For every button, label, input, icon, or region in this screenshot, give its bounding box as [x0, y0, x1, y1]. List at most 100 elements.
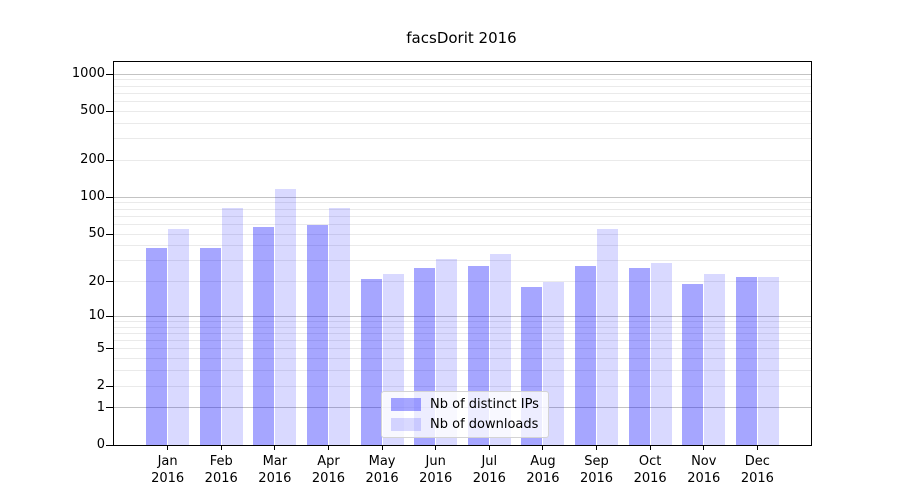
x-tick-mark [756, 445, 758, 450]
y-tick-label: 200 [80, 152, 105, 168]
minor-gridline [114, 223, 811, 225]
bar-nb-of-downloads-oct [650, 262, 672, 445]
x-tick-year: 2016 [258, 471, 292, 486]
x-tick-month: Aug [530, 454, 556, 469]
minor-gridline [114, 326, 811, 328]
bar-nb-of-downloads-feb [221, 207, 243, 445]
y-tick-label: 5 [96, 340, 105, 356]
x-tick-label: Apr 2016 [296, 453, 360, 487]
bar-nb-of-downloads-apr [328, 207, 350, 445]
bar-nb-of-distinct-ips-jan [146, 248, 168, 445]
legend-label: Nb of distinct IPs [430, 397, 539, 412]
bar-nb-of-distinct-ips-oct [628, 268, 650, 445]
legend-item: Nb of distinct IPs [391, 397, 539, 412]
bar-nb-of-downloads-nov [704, 274, 726, 445]
minor-gridline [114, 320, 811, 322]
legend: Nb of distinct IPs Nb of downloads [381, 391, 549, 438]
y-tick-label: 10 [88, 308, 105, 324]
y-tick-label: 2 [96, 378, 105, 394]
minor-gridline [114, 233, 811, 235]
x-tick-mark [488, 445, 490, 450]
y-tick-mark [106, 315, 113, 317]
x-tick-year: 2016 [740, 471, 774, 486]
minor-gridline [114, 92, 811, 94]
x-tick-label: Dec 2016 [725, 453, 789, 487]
bar-nb-of-distinct-ips-nov [682, 284, 704, 445]
minor-gridline [114, 159, 811, 161]
x-tick-month: Apr [317, 454, 340, 469]
y-tick-label: 0 [96, 437, 105, 452]
x-tick-label: Oct 2016 [618, 453, 682, 487]
x-tick-month: Dec [744, 454, 770, 469]
minor-gridline [114, 202, 811, 204]
x-tick-label: Sep 2016 [565, 453, 629, 487]
x-tick-year: 2016 [579, 471, 614, 486]
bar-nb-of-downloads-dec [757, 276, 779, 445]
bar-nb-of-downloads-sep [597, 229, 619, 445]
minor-gridline [114, 332, 811, 334]
x-tick-label: Jul 2016 [457, 453, 521, 487]
y-tick-mark [106, 159, 113, 161]
minor-gridline [114, 85, 811, 87]
bar-nb-of-downloads-jan [168, 229, 190, 445]
x-tick-month: Jun [425, 454, 446, 469]
x-tick-month: Sep [584, 454, 609, 469]
major-gridline [114, 73, 811, 75]
x-tick-mark [649, 445, 651, 450]
minor-gridline [114, 385, 811, 387]
x-tick-mark [274, 445, 276, 450]
x-tick-month: Nov [691, 454, 717, 469]
y-tick-mark [106, 407, 113, 409]
x-tick-label: Jan 2016 [136, 453, 200, 487]
minor-gridline [114, 340, 811, 342]
x-tick-label: Jun 2016 [404, 453, 468, 487]
x-tick-month: May [368, 454, 396, 469]
y-tick-mark [106, 385, 113, 387]
y-tick-label: 1 [96, 399, 105, 415]
minor-gridline [114, 348, 811, 350]
y-tick-mark [106, 73, 113, 75]
y-tick-mark [106, 110, 113, 112]
chart-title: facsDorit 2016 [406, 29, 517, 47]
x-tick-mark [435, 445, 437, 450]
minor-gridline [114, 122, 811, 124]
minor-gridline [114, 215, 811, 217]
x-tick-month: Jul [481, 454, 498, 469]
y-tick-label: 20 [88, 273, 105, 289]
y-tick-mark [106, 196, 113, 198]
x-tick-mark [220, 445, 222, 450]
bar-nb-of-downloads-mar [275, 188, 297, 445]
y-tick-label: 50 [88, 226, 105, 242]
y-tick-mark [106, 444, 113, 446]
minor-gridline [114, 370, 811, 372]
minor-gridline [114, 245, 811, 247]
bar-nb-of-distinct-ips-sep [575, 266, 597, 445]
x-tick-year: 2016 [204, 471, 238, 486]
y-tick-mark [106, 233, 113, 235]
y-tick-mark [106, 348, 113, 350]
minor-gridline [114, 101, 811, 103]
legend-swatch [391, 398, 421, 411]
y-tick-label: 1000 [71, 66, 105, 82]
legend-swatch [391, 418, 421, 431]
minor-gridline [114, 138, 811, 140]
minor-gridline [114, 358, 811, 360]
x-tick-mark [167, 445, 169, 450]
x-tick-label: Nov 2016 [672, 453, 736, 487]
x-tick-mark [703, 445, 705, 450]
x-tick-mark [596, 445, 598, 450]
x-tick-label: Mar 2016 [243, 453, 307, 487]
plot-area: 0 1 2 5 10 20 50 100 200 500 1000 Jan 2016 Feb 2016 Mar… [72, 61, 812, 486]
major-gridline [114, 196, 811, 198]
bar-nb-of-distinct-ips-feb [199, 248, 221, 445]
y-tick-label: 500 [80, 103, 105, 119]
y-tick-label: 100 [80, 189, 105, 205]
x-tick-label: Feb 2016 [189, 453, 253, 487]
x-tick-year: 2016 [419, 471, 453, 486]
minor-gridline [114, 281, 811, 283]
x-tick-year: 2016 [633, 471, 667, 486]
minor-gridline [114, 110, 811, 112]
x-tick-mark [542, 445, 544, 450]
bar-nb-of-distinct-ips-may [360, 279, 382, 445]
